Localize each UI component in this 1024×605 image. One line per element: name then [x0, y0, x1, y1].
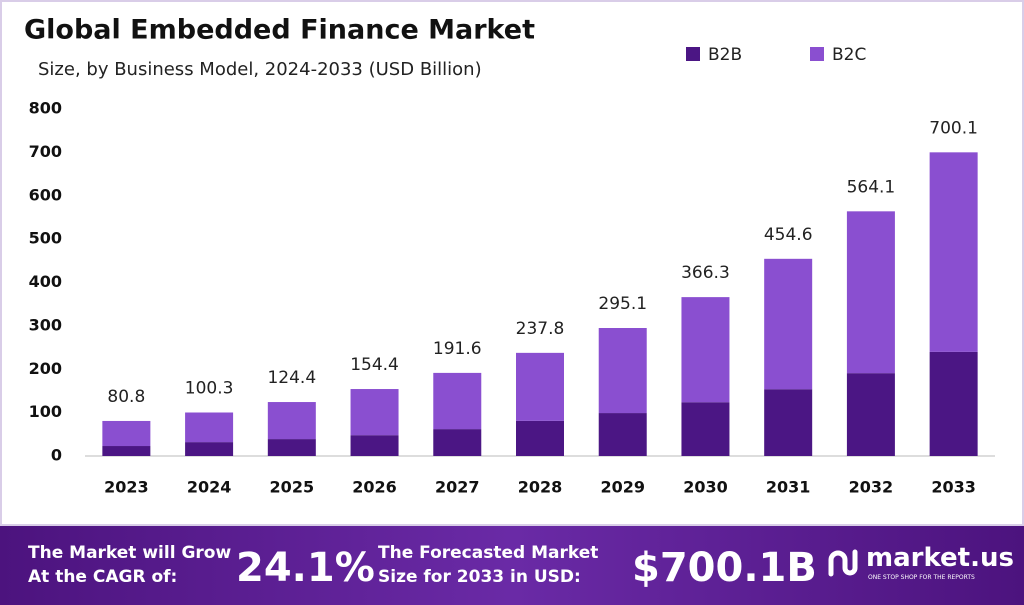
x-tick-label: 2031 — [766, 478, 811, 497]
cagr-label: The Market will Grow — [28, 543, 232, 563]
bar-segment — [764, 258, 813, 390]
footer: The Market will Grow At the CAGR of: 24.… — [0, 526, 1024, 605]
bar-segment — [681, 402, 730, 456]
total-label: 154.4 — [350, 355, 399, 375]
y-tick-label: 700 — [29, 142, 62, 161]
total-label: 366.3 — [681, 263, 730, 283]
y-tick-label: 300 — [29, 315, 62, 334]
forecast-value: $700.1B — [632, 545, 817, 591]
y-tick-label: 400 — [29, 272, 62, 291]
x-tick-label: 2027 — [435, 478, 480, 497]
y-tick-label: 500 — [29, 229, 62, 248]
bar-segment — [433, 429, 482, 456]
legend-swatch — [810, 47, 824, 61]
chart-subtitle: Size, by Business Model, 2024-2033 (USD … — [38, 59, 482, 80]
x-tick-label: 2025 — [270, 478, 315, 497]
legend-swatch — [686, 47, 700, 61]
chart: Global Embedded Finance Market Size, by … — [0, 0, 1024, 526]
cagr-label: At the CAGR of: — [28, 567, 178, 587]
bar-segment — [267, 439, 316, 456]
bar-segment — [350, 435, 399, 456]
frame — [0, 0, 1024, 526]
total-label: 295.1 — [598, 294, 647, 314]
total-label: 124.4 — [267, 368, 316, 388]
brand-name: market.us — [866, 543, 1014, 573]
total-label: 700.1 — [929, 118, 978, 138]
bar-segment — [102, 446, 151, 456]
y-tick-label: 600 — [29, 185, 62, 204]
forecast-label: Size for 2033 in USD: — [378, 567, 581, 587]
bar-segment — [764, 389, 813, 456]
total-label: 454.6 — [764, 225, 813, 245]
bar-segment — [846, 373, 895, 456]
x-tick-label: 2032 — [849, 478, 894, 497]
x-tick-label: 2026 — [352, 478, 397, 497]
total-label: 191.6 — [433, 339, 482, 359]
bar-segment — [516, 420, 564, 456]
legend-label: B2C — [832, 45, 866, 65]
total-label: 237.8 — [516, 319, 565, 339]
cagr-value: 24.1% — [236, 545, 375, 591]
x-tick-label: 2029 — [600, 478, 645, 497]
x-tick-label: 2030 — [683, 478, 728, 497]
total-label: 100.3 — [185, 378, 234, 398]
y-tick-label: 800 — [29, 99, 62, 118]
bar-segment — [267, 402, 316, 440]
bar-segment — [598, 328, 647, 414]
bar-segment — [102, 420, 151, 447]
y-tick-label: 0 — [51, 446, 62, 465]
y-tick-label: 100 — [29, 402, 62, 421]
chart-title: Global Embedded Finance Market — [24, 15, 535, 46]
bar-segment — [350, 389, 399, 436]
bar-segment — [681, 297, 730, 403]
forecast-label: The Forecasted Market — [378, 543, 599, 563]
total-label: 564.1 — [847, 177, 896, 197]
bar-segment — [929, 351, 978, 456]
bar-segment — [185, 442, 234, 456]
total-label: 80.8 — [107, 387, 145, 407]
x-tick-label: 2024 — [187, 478, 232, 497]
bar-segment — [433, 372, 482, 430]
brand-tagline: ONE STOP SHOP FOR THE REPORTS — [868, 574, 975, 581]
x-tick-label: 2033 — [931, 478, 976, 497]
x-tick-label: 2028 — [518, 478, 563, 497]
bar-segment — [516, 352, 564, 421]
bar-segment — [846, 211, 895, 374]
brand-logo — [828, 549, 858, 577]
bar-segment — [929, 152, 978, 352]
bar-segment — [185, 412, 234, 443]
y-tick-label: 200 — [29, 359, 62, 378]
x-tick-label: 2023 — [104, 478, 149, 497]
bar-segment — [598, 413, 647, 456]
legend-label: B2B — [708, 45, 742, 65]
